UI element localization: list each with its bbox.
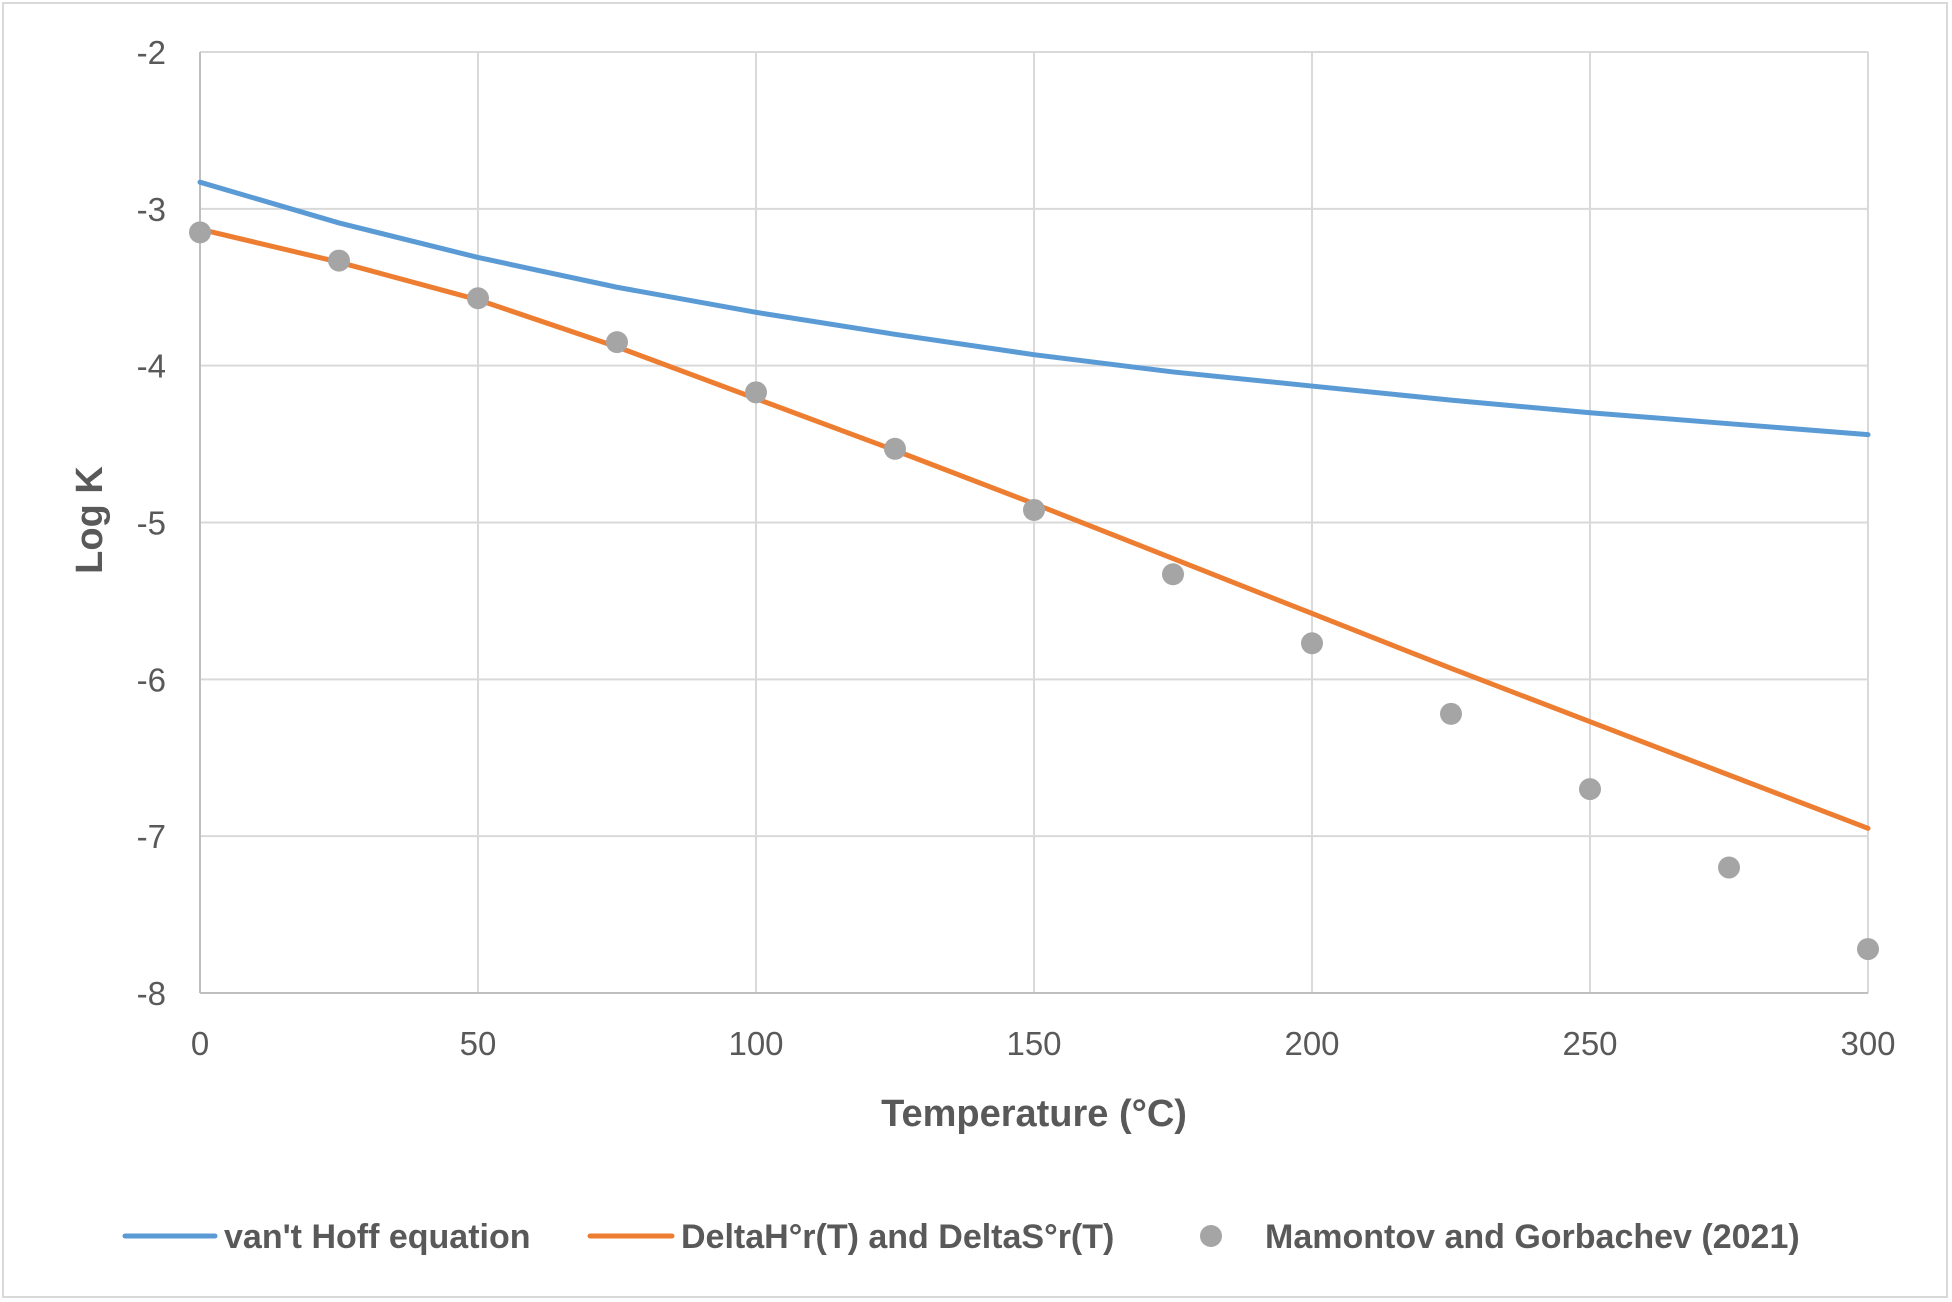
- data-point: [884, 437, 906, 460]
- y-tick-label: -8: [137, 975, 166, 1012]
- y-tick-label: -2: [137, 34, 166, 71]
- x-tick-label: 50: [460, 1025, 497, 1062]
- series-line-0: [197, 179, 1871, 438]
- y-axis-title: Log K: [69, 466, 111, 574]
- legend: van't Hoff equation DeltaH°r(T) and Delta…: [122, 1218, 1800, 1256]
- grid: [199, 51, 1869, 994]
- data-point: [467, 287, 489, 310]
- data-point: [745, 381, 767, 404]
- data-point: [606, 331, 628, 354]
- legend-label-2: Mamontov and Gorbachev (2021): [1265, 1218, 1800, 1256]
- x-tick-label: 0: [191, 1025, 209, 1062]
- data-point: [328, 249, 350, 272]
- legend-label-1: DeltaH°r(T) and DeltaS°r(T): [681, 1218, 1114, 1256]
- data-point: [1162, 563, 1184, 586]
- tick-labels: -2 -3 -4 -5 -6 -7 -8 0 50 100 150 200 250 300: [137, 34, 1896, 1062]
- y-tick-label: -4: [137, 348, 166, 385]
- x-tick-label: 250: [1562, 1025, 1617, 1062]
- y-tick-label: -7: [137, 818, 166, 855]
- x-tick-label: 300: [1840, 1025, 1895, 1062]
- x-axis-title: Temperature (°C): [881, 1093, 1187, 1135]
- legend-label-0: van't Hoff equation: [224, 1218, 531, 1256]
- legend-swatch-2: [1200, 1225, 1222, 1247]
- x-tick-label: 100: [728, 1025, 783, 1062]
- data-point: [1579, 778, 1601, 801]
- data-point: [189, 221, 211, 244]
- data-point: [1023, 498, 1045, 521]
- data-point: [1718, 856, 1740, 879]
- data-point: [1857, 938, 1879, 961]
- x-tick-label: 150: [1006, 1025, 1061, 1062]
- y-tick-label: -5: [137, 505, 166, 542]
- data-point: [1301, 632, 1323, 655]
- data-point: [1440, 702, 1462, 725]
- y-tick-label: -6: [137, 661, 166, 698]
- series-layer: [189, 179, 1879, 961]
- y-tick-label: -3: [137, 191, 166, 228]
- x-tick-label: 200: [1284, 1025, 1339, 1062]
